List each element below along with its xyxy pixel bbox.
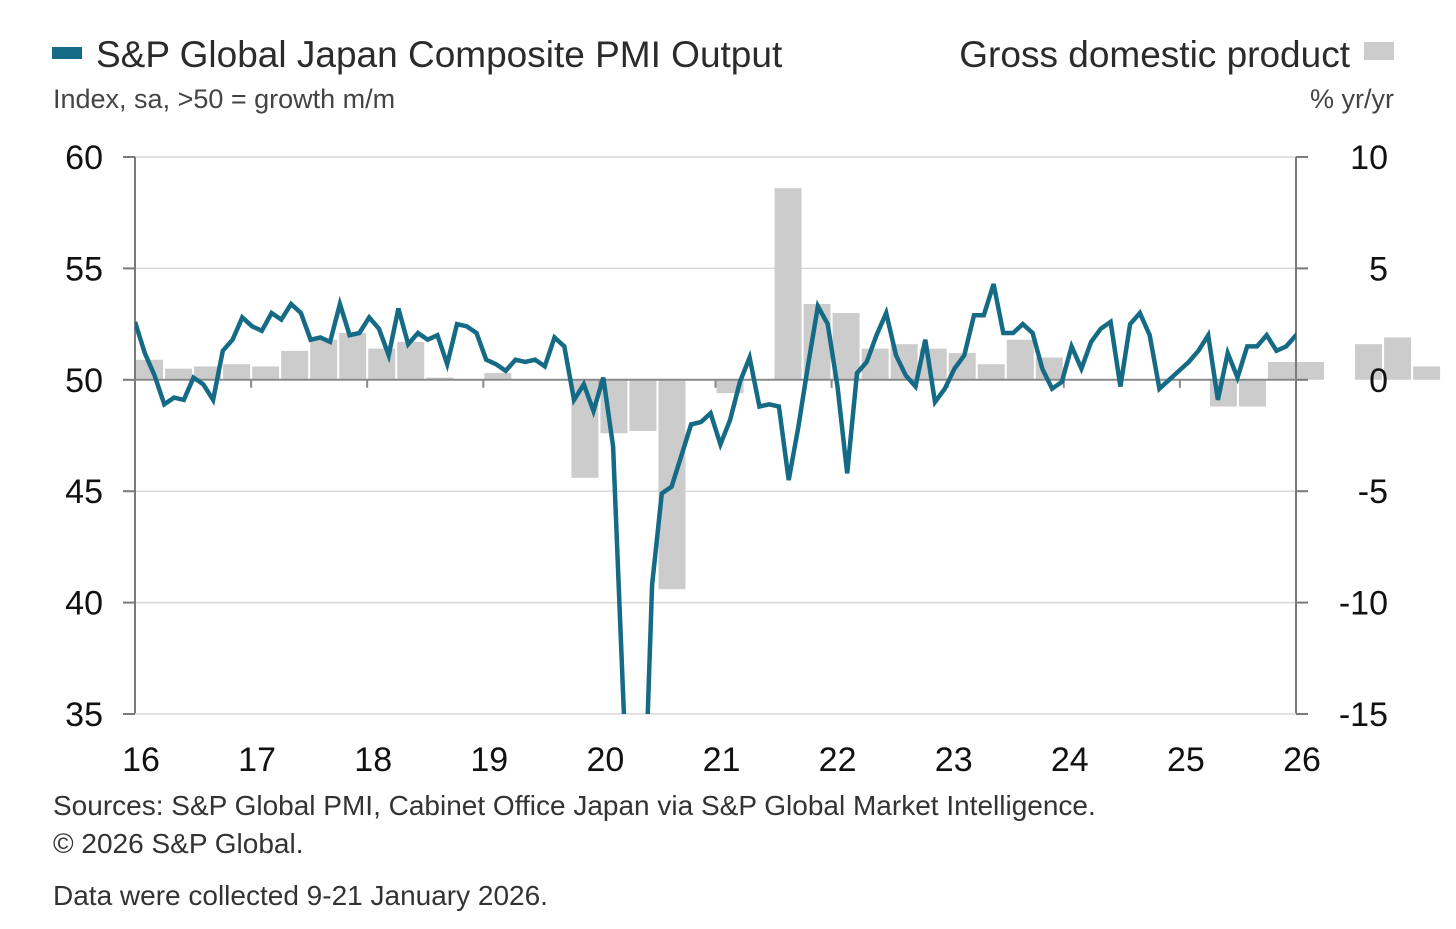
gridlines <box>135 156 1296 604</box>
left-tick-label: 55 <box>65 250 103 288</box>
gdp-bar <box>774 188 802 380</box>
gdp-bar <box>629 379 657 432</box>
gdp-bar <box>165 368 193 380</box>
x-tick-label: 16 <box>122 741 160 779</box>
x-tick-label: 26 <box>1283 741 1321 779</box>
gdp-bar <box>1238 379 1266 407</box>
right-axis-label: % yr/yr <box>1310 84 1394 114</box>
left-axis-label: Index, sa, >50 = growth m/m <box>53 84 396 114</box>
right-tick-label: 5 <box>1369 250 1388 288</box>
gdp-bar <box>426 377 454 380</box>
pmi-line-group <box>135 283 1296 714</box>
right-tick-label: -10 <box>1339 585 1388 623</box>
legend-gdp-swatch <box>1364 42 1394 61</box>
gdp-bar <box>223 364 251 380</box>
x-tick-label: 22 <box>819 741 857 779</box>
gdp-bar <box>1267 361 1295 380</box>
sources-note: Sources: S&P Global PMI, Cabinet Office … <box>53 790 1096 821</box>
x-tick-label: 17 <box>238 741 276 779</box>
gdp-bar <box>310 339 338 380</box>
gdp-bar <box>977 364 1005 380</box>
gdp-bar <box>194 366 222 380</box>
legend-pmi-swatch <box>52 47 82 60</box>
gdp-bar <box>1006 339 1034 380</box>
gdp-bars <box>136 188 1441 590</box>
gdp-bar <box>484 373 512 380</box>
gdp-bar <box>252 366 280 380</box>
x-tick-label: 21 <box>703 741 741 779</box>
x-tick-label: 20 <box>586 741 624 779</box>
legend-gdp-label: Gross domestic product <box>959 34 1350 75</box>
x-tick-label: 24 <box>1051 741 1089 779</box>
right-tick-label: -5 <box>1358 473 1388 511</box>
legend-gdp: Gross domestic product <box>959 34 1394 76</box>
left-tick-label: 45 <box>65 473 103 511</box>
right-tick-label: -15 <box>1339 696 1388 734</box>
copyright-note: © 2026 S&P Global. <box>53 828 304 859</box>
right-tick-label: 0 <box>1369 362 1388 400</box>
right-tick-label: 10 <box>1350 139 1388 177</box>
left-tick-label: 35 <box>65 696 103 734</box>
gdp-bar <box>339 333 367 380</box>
x-tick-label: 19 <box>470 741 508 779</box>
gdp-bar <box>397 341 425 380</box>
x-tick-label: 23 <box>935 741 973 779</box>
left-tick-label: 60 <box>65 139 103 177</box>
legend-pmi: S&P Global Japan Composite PMI Output <box>52 34 782 76</box>
left-tick-label: 50 <box>65 362 103 400</box>
collection-note: Data were collected 9-21 January 2026. <box>53 880 548 911</box>
gdp-bar <box>1384 337 1412 380</box>
legend-pmi-label: S&P Global Japan Composite PMI Output <box>96 34 783 75</box>
gdp-bar <box>1413 366 1441 380</box>
x-tick-label: 18 <box>354 741 392 779</box>
x-tick-label: 25 <box>1167 741 1205 779</box>
gdp-bar <box>1297 361 1325 380</box>
gdp-bar <box>832 312 860 380</box>
gdp-bar <box>1355 344 1383 380</box>
gdp-bar <box>281 350 309 380</box>
pmi-line <box>135 283 1296 714</box>
left-tick-label: 40 <box>65 585 103 623</box>
